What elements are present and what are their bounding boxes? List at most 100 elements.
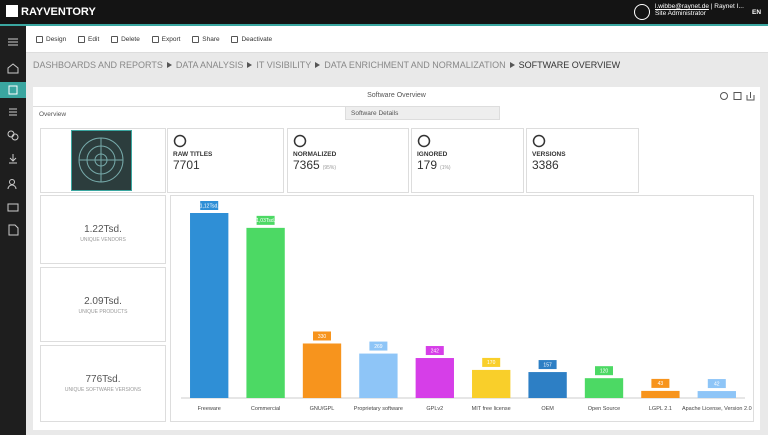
list-icon[interactable] bbox=[9, 108, 17, 116]
stat-value: 7365 (95%) bbox=[293, 158, 336, 172]
refresh-icon[interactable] bbox=[720, 92, 728, 100]
stat-value: 7701 bbox=[173, 158, 200, 172]
active-item[interactable] bbox=[0, 82, 26, 98]
value-label: 120 bbox=[600, 368, 609, 374]
doc-icon[interactable] bbox=[8, 224, 19, 236]
mail-icon[interactable] bbox=[7, 203, 19, 212]
value-label: 43 bbox=[658, 381, 664, 387]
user-role: Site Administrator bbox=[655, 10, 706, 17]
stat-label: RAW TITLES bbox=[173, 151, 213, 158]
stat-icon-shape bbox=[417, 134, 431, 148]
stat-note: (1%) bbox=[440, 165, 451, 171]
breadcrumb: DASHBOARDS AND REPORTS DATA ANALYSIS IT VI… bbox=[33, 60, 620, 70]
bar bbox=[528, 372, 567, 398]
logo-icon bbox=[6, 5, 18, 17]
bar bbox=[415, 358, 454, 398]
tab[interactable]: Overview bbox=[33, 106, 345, 120]
stat-number: 3386 bbox=[532, 158, 559, 172]
download-icon[interactable] bbox=[9, 154, 17, 164]
fullscreen-icon[interactable] bbox=[733, 92, 742, 100]
value-label-box bbox=[313, 331, 331, 341]
bar bbox=[584, 378, 624, 398]
link-icon[interactable] bbox=[7, 130, 15, 138]
summary-label: UNIQUE PRODUCTS bbox=[78, 309, 128, 315]
user[interactable]: l.wibbe@raynet.de | Raynet I... Site Admi… bbox=[655, 3, 744, 17]
stat-label: NORMALIZED bbox=[293, 151, 337, 158]
summary-card: 776Tsd. UNIQUE SOFTWARE VERSIONS bbox=[40, 345, 166, 422]
summary-card: 2.09Tsd. UNIQUE PRODUCTS bbox=[40, 267, 166, 342]
summary-label: UNIQUE VENDORS bbox=[80, 237, 126, 243]
brand: RAYVENTORY bbox=[21, 6, 96, 18]
value-label-box bbox=[425, 346, 444, 356]
panel: Software Overview Overview Software Deta… bbox=[33, 87, 760, 430]
toolbar-label[interactable]: Delete bbox=[121, 36, 140, 43]
user-icon[interactable] bbox=[9, 179, 15, 185]
summary-value: 1.22Tsd. bbox=[84, 224, 122, 235]
bar bbox=[302, 343, 342, 398]
link-icon[interactable] bbox=[11, 133, 19, 141]
toolbar-label[interactable]: Deactivate bbox=[241, 36, 273, 43]
toolbar-button[interactable]: Export bbox=[151, 36, 181, 43]
x-tick-label: Freeware bbox=[198, 406, 221, 412]
x-tick-label: GNU/GPL bbox=[310, 406, 335, 412]
toolbar-button[interactable]: Share bbox=[192, 36, 220, 43]
stat-label: IGNORED bbox=[417, 151, 448, 158]
panel-actions bbox=[720, 92, 755, 101]
value-label-box bbox=[595, 366, 613, 376]
chart-card: 1,12Tsd. Freeware 1,03Tsd. Commercial 330 GNU… bbox=[170, 195, 754, 422]
breadcrumb-item[interactable]: DATA ANALYSIS bbox=[175, 60, 244, 70]
value-label: 170 bbox=[487, 360, 496, 366]
toolbar-label[interactable]: Export bbox=[161, 36, 181, 43]
user-email[interactable]: l.wibbe@raynet.de bbox=[655, 3, 709, 10]
toolbar-button[interactable]: Edit bbox=[78, 36, 99, 43]
stat-note: (95%) bbox=[322, 165, 337, 171]
user-icon[interactable] bbox=[7, 184, 17, 190]
stat-card: IGNORED 179 (1%) bbox=[411, 128, 524, 193]
x-tick-label: LGPL 2.1 bbox=[649, 406, 672, 412]
breadcrumb-item[interactable]: DASHBOARDS AND REPORTS bbox=[33, 60, 163, 70]
summary-label: UNIQUE SOFTWARE VERSIONS bbox=[64, 387, 142, 393]
top-bar: RAYVENTORY l.wibbe@raynet.de | Raynet I.… bbox=[0, 0, 768, 26]
breadcrumb-item[interactable]: IT VISIBILITY bbox=[256, 60, 312, 70]
menu-icon[interactable] bbox=[8, 38, 18, 46]
x-tick-label: Apache License, Version 2.0 bbox=[682, 406, 752, 412]
toolbar-button[interactable]: Delete bbox=[111, 36, 140, 43]
stat-icon-shape bbox=[532, 134, 546, 148]
stat-icon-shape bbox=[173, 134, 187, 148]
toolbar-label[interactable]: Edit bbox=[88, 36, 100, 43]
bar bbox=[641, 390, 680, 398]
toolbar-button[interactable]: Design bbox=[36, 36, 66, 43]
value-label-box bbox=[651, 378, 670, 388]
toolbar: Design Edit Delete Export Share Deactiva… bbox=[26, 26, 768, 53]
breadcrumb-item: SOFTWARE OVERVIEW bbox=[518, 60, 621, 70]
radar-image bbox=[71, 130, 132, 191]
x-tick-label: Proprietary software bbox=[354, 406, 403, 412]
value-label-box bbox=[538, 360, 557, 370]
toolbar-label[interactable]: Share bbox=[202, 36, 220, 43]
summary-value: 776Tsd. bbox=[85, 374, 121, 385]
x-tick-label: GPLv2 bbox=[426, 406, 443, 412]
bar bbox=[697, 391, 736, 398]
stat-icon-shape bbox=[293, 134, 307, 148]
toolbar-label[interactable]: Design bbox=[46, 36, 67, 43]
home-icon[interactable] bbox=[7, 63, 19, 74]
separator-arrow bbox=[247, 62, 253, 68]
language[interactable]: EN bbox=[752, 9, 762, 16]
value-label: 1,03Tsd. bbox=[256, 218, 275, 224]
x-tick-label: Open Source bbox=[588, 406, 620, 412]
export-icon[interactable] bbox=[746, 92, 755, 101]
toolbar-button[interactable]: Deactivate bbox=[231, 36, 272, 43]
panel-title: Software Overview bbox=[367, 92, 426, 99]
separator bbox=[315, 62, 321, 68]
tab[interactable]: Software Details bbox=[345, 106, 500, 120]
stat-value: 179 (1%) bbox=[417, 158, 451, 172]
breadcrumb-item[interactable]: DATA ENRICHMENT AND NORMALIZATION bbox=[324, 60, 506, 70]
summary-value: 2.09Tsd. bbox=[84, 296, 122, 307]
stat-number: 7701 bbox=[173, 158, 200, 172]
dashboard-icon[interactable] bbox=[8, 85, 18, 95]
stat-card: RAW TITLES 7701 bbox=[167, 128, 284, 193]
value-label: 157 bbox=[543, 362, 552, 368]
stat-icon bbox=[417, 134, 431, 148]
avatar[interactable] bbox=[634, 4, 650, 20]
bar bbox=[472, 369, 511, 398]
